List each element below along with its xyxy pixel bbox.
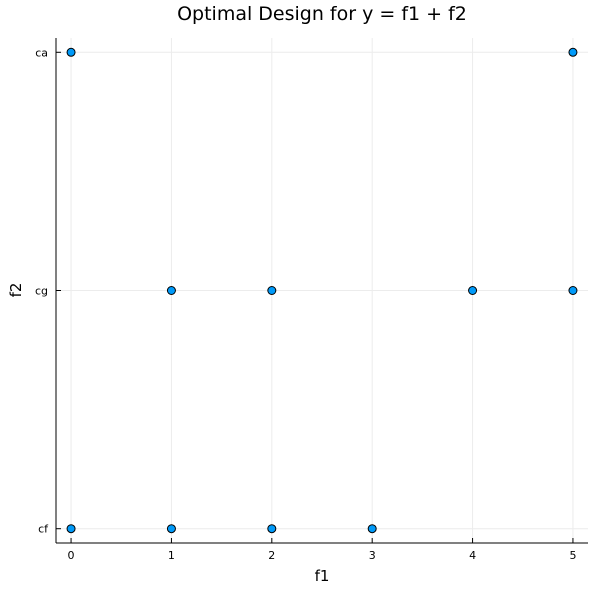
x-tick-label: 3	[369, 549, 376, 562]
chart-title: Optimal Design for y = f1 + f2	[177, 3, 467, 25]
x-tick-label: 2	[268, 549, 275, 562]
y-axis-title: f2	[7, 283, 25, 298]
x-tick-label: 4	[469, 549, 476, 562]
data-point	[568, 47, 578, 57]
y-tick-label: cg	[35, 285, 48, 298]
y-tick-label: cf	[38, 523, 49, 536]
y-tick-label: ca	[35, 46, 48, 59]
data-point	[166, 286, 176, 295]
data-points	[66, 47, 578, 534]
data-point	[267, 524, 277, 534]
data-point	[367, 524, 377, 534]
data-point	[66, 524, 76, 534]
data-point	[267, 286, 277, 295]
data-point	[468, 286, 478, 295]
x-tick-label: 1	[168, 549, 175, 562]
x-tick-label: 0	[68, 549, 75, 562]
data-point	[568, 286, 578, 295]
data-point	[66, 47, 76, 57]
x-axis-title: f1	[315, 567, 330, 585]
data-point	[166, 524, 176, 534]
x-tick-label: 5	[569, 549, 576, 562]
ticks: 0 1 2 3 4 5 cf cg ca	[35, 46, 576, 562]
